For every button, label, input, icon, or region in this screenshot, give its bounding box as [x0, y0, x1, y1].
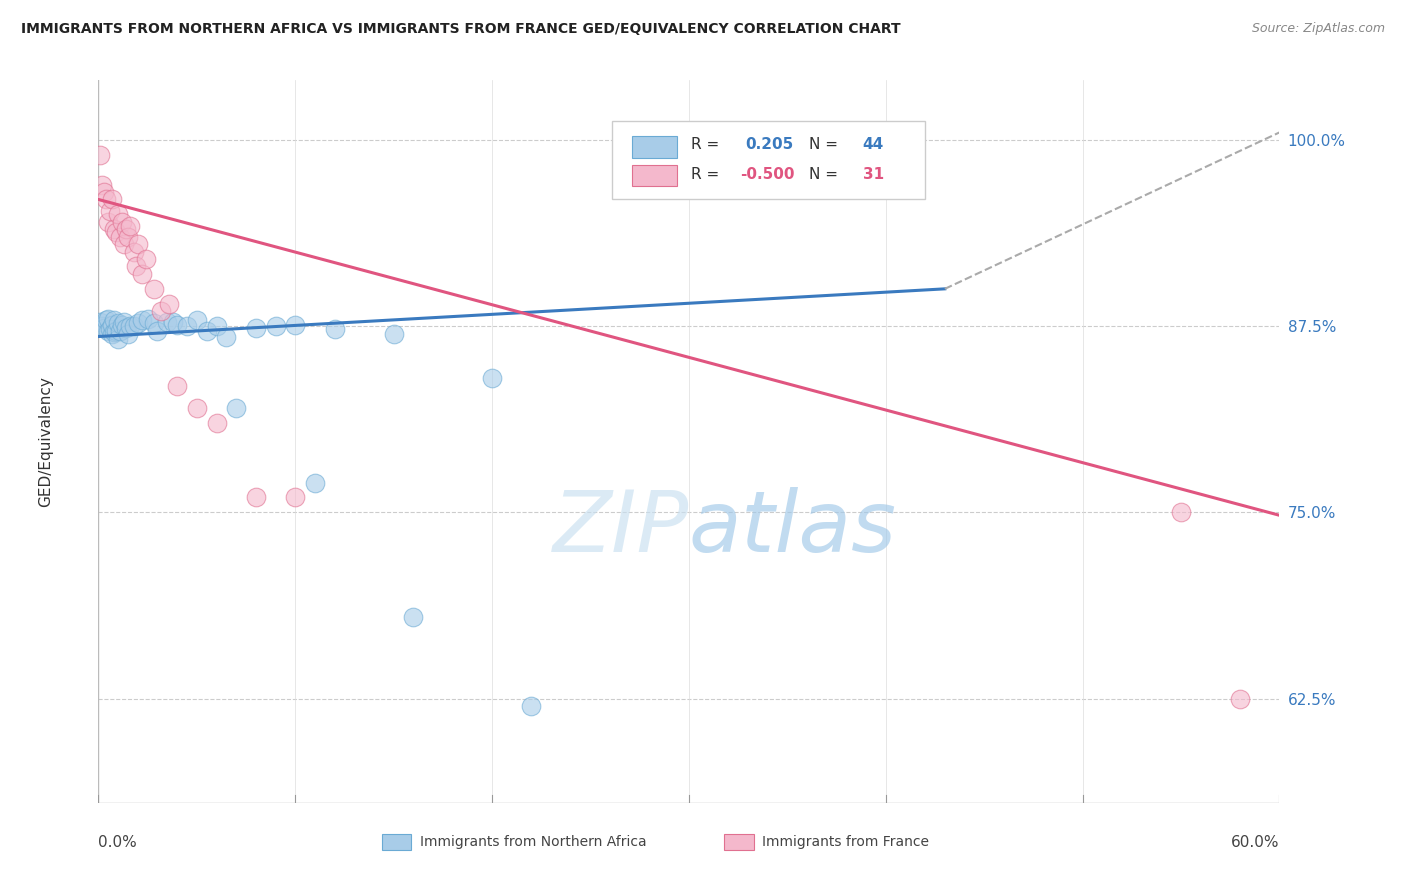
Point [323, 322, 346, 336]
Text: R =: R = [692, 167, 720, 182]
Point [105, 324, 128, 338]
Point [146, 324, 169, 338]
Point [96, 193, 118, 207]
Point [304, 475, 326, 490]
Point [186, 313, 208, 327]
FancyBboxPatch shape [612, 121, 925, 200]
Point [96, 313, 118, 327]
Point [103, 313, 125, 327]
Point [205, 416, 228, 430]
Point [101, 318, 124, 332]
FancyBboxPatch shape [382, 834, 412, 850]
Text: GED/Equivalency: GED/Equivalency [38, 376, 53, 507]
Point [166, 318, 188, 332]
Point [89, 315, 111, 329]
Point [127, 237, 149, 252]
Point [98, 322, 121, 336]
Text: Immigrants from Northern Africa: Immigrants from Northern Africa [419, 835, 647, 849]
Point [142, 316, 165, 330]
Point [156, 315, 179, 329]
Text: 44: 44 [862, 137, 884, 152]
Point [107, 316, 129, 330]
FancyBboxPatch shape [633, 165, 678, 186]
Point [108, 324, 131, 338]
Point [520, 698, 543, 713]
Point [245, 320, 267, 334]
Point [91, 319, 114, 334]
Point [264, 319, 287, 334]
Point [97, 324, 120, 338]
Point [176, 319, 198, 334]
Point [215, 329, 238, 343]
Point [1229, 691, 1251, 706]
Point [131, 313, 153, 327]
Point [162, 315, 184, 329]
Point [284, 318, 307, 332]
Point [108, 229, 131, 244]
Point [115, 320, 138, 334]
Point [150, 304, 173, 318]
Point [105, 225, 128, 239]
Text: 0.0%: 0.0% [98, 835, 138, 850]
Point [142, 282, 165, 296]
Point [103, 222, 125, 236]
Text: atlas: atlas [689, 487, 897, 570]
Point [127, 316, 149, 330]
Point [97, 311, 120, 326]
Point [195, 324, 218, 338]
Point [107, 333, 129, 347]
Point [91, 178, 114, 192]
Point [117, 229, 139, 244]
Point [111, 318, 134, 332]
Text: N =: N = [810, 137, 838, 152]
Text: 0.205: 0.205 [745, 137, 794, 152]
Point [115, 222, 138, 236]
Point [111, 215, 134, 229]
Text: Source: ZipAtlas.com: Source: ZipAtlas.com [1251, 22, 1385, 36]
Point [481, 371, 503, 385]
Point [98, 204, 121, 219]
Text: 60.0%: 60.0% [1232, 835, 1279, 850]
Text: -0.500: -0.500 [740, 167, 794, 182]
Text: ZIP: ZIP [553, 487, 689, 570]
Point [117, 326, 139, 341]
Point [112, 237, 135, 252]
Point [186, 401, 208, 415]
Point [157, 297, 180, 311]
Point [103, 325, 125, 339]
Text: 31: 31 [862, 167, 884, 182]
Point [205, 319, 228, 334]
Text: IMMIGRANTS FROM NORTHERN AFRICA VS IMMIGRANTS FROM FRANCE GED/EQUIVALENCY CORREL: IMMIGRANTS FROM NORTHERN AFRICA VS IMMIG… [21, 22, 901, 37]
Point [1170, 505, 1192, 519]
Text: N =: N = [810, 167, 838, 182]
Point [402, 609, 425, 624]
FancyBboxPatch shape [633, 136, 678, 158]
Text: Immigrants from France: Immigrants from France [762, 835, 929, 849]
Point [112, 315, 135, 329]
Point [382, 326, 405, 341]
Text: R =: R = [692, 137, 720, 152]
Point [122, 244, 145, 259]
Point [107, 207, 129, 221]
FancyBboxPatch shape [724, 834, 754, 850]
Point [118, 219, 141, 234]
Point [97, 215, 120, 229]
Point [284, 491, 307, 505]
Point [135, 252, 157, 266]
Point [93, 185, 115, 199]
Point [125, 260, 148, 274]
Point [166, 378, 188, 392]
Point [93, 320, 115, 334]
Point [101, 193, 124, 207]
Point [136, 311, 159, 326]
Point [89, 148, 111, 162]
Point [131, 267, 153, 281]
Point [245, 491, 267, 505]
Point [225, 401, 247, 415]
Point [122, 319, 145, 334]
Point [118, 319, 141, 334]
Point [101, 326, 124, 341]
